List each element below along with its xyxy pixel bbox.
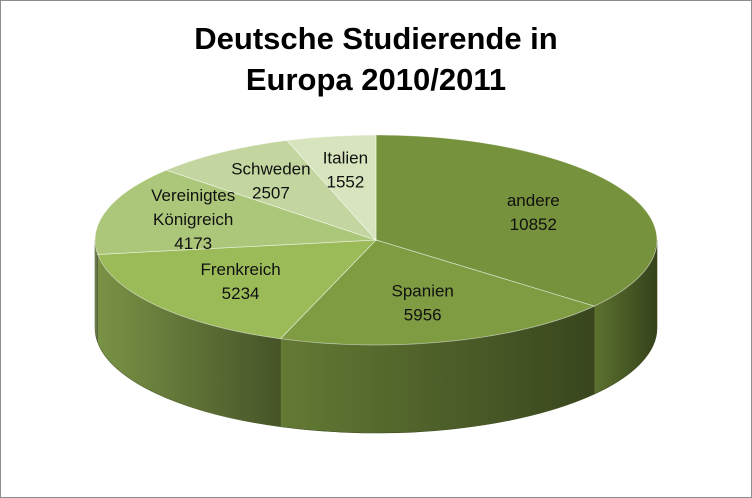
- data-label-name-5: Italien: [323, 149, 368, 168]
- data-label-3: Vereinigtes Königreich 4173: [151, 186, 235, 253]
- pie-label-group: andere 10852 Spanien 5956 Frenkreich 5234 Vere…: [151, 149, 560, 325]
- data-label-name-0: andere: [507, 191, 560, 210]
- data-label-value-1: 5956: [404, 306, 442, 325]
- pie-slice-4: [165, 139, 378, 241]
- data-label-name-3: Königreich: [153, 210, 233, 229]
- pie-slice-2: [97, 239, 377, 340]
- data-label-1: Spanien 5956: [392, 282, 454, 325]
- pie-side-group: [94, 239, 658, 434]
- pie-slice-0: [375, 134, 658, 307]
- pie-slice-5: [286, 134, 377, 242]
- pie-slice-side-3: [94, 239, 98, 343]
- data-label-value-2: 5234: [222, 284, 260, 303]
- data-label-0: andere 10852: [507, 191, 560, 234]
- data-label-2: Frenkreich 5234: [200, 260, 280, 303]
- data-label-value-0: 10852: [510, 215, 557, 234]
- data-label-name-1: Spanien: [392, 282, 454, 301]
- pie-slice-1: [279, 239, 596, 346]
- data-label-name-4: Schweden: [231, 159, 310, 178]
- data-label-name-3: Vereinigtes: [151, 186, 235, 205]
- pie-slice-3: [94, 169, 377, 255]
- data-label-value-4: 2507: [252, 183, 290, 202]
- data-label-5: Italien 1552: [323, 149, 368, 192]
- pie-top-group: [94, 134, 658, 346]
- data-label-value-3: 4173: [174, 234, 212, 253]
- data-label-4: Schweden 2507: [231, 159, 310, 202]
- data-label-name-2: Frenkreich: [200, 260, 280, 279]
- chart-title-line-1: Deutsche Studierende in: [194, 21, 558, 56]
- chart-title: Deutsche Studierende in Europa 2010/2011: [0, 18, 752, 100]
- chart-title-line-2: Europa 2010/2011: [245, 62, 507, 97]
- data-label-value-5: 1552: [326, 173, 364, 192]
